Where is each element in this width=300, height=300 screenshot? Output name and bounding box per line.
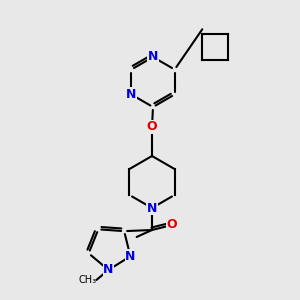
Text: O: O xyxy=(167,218,177,232)
Text: N: N xyxy=(125,250,136,263)
Text: CH₃: CH₃ xyxy=(78,275,97,285)
Text: N: N xyxy=(103,263,114,276)
Text: N: N xyxy=(126,88,136,101)
Text: N: N xyxy=(147,202,157,214)
Text: O: O xyxy=(147,121,157,134)
Text: N: N xyxy=(148,50,158,64)
